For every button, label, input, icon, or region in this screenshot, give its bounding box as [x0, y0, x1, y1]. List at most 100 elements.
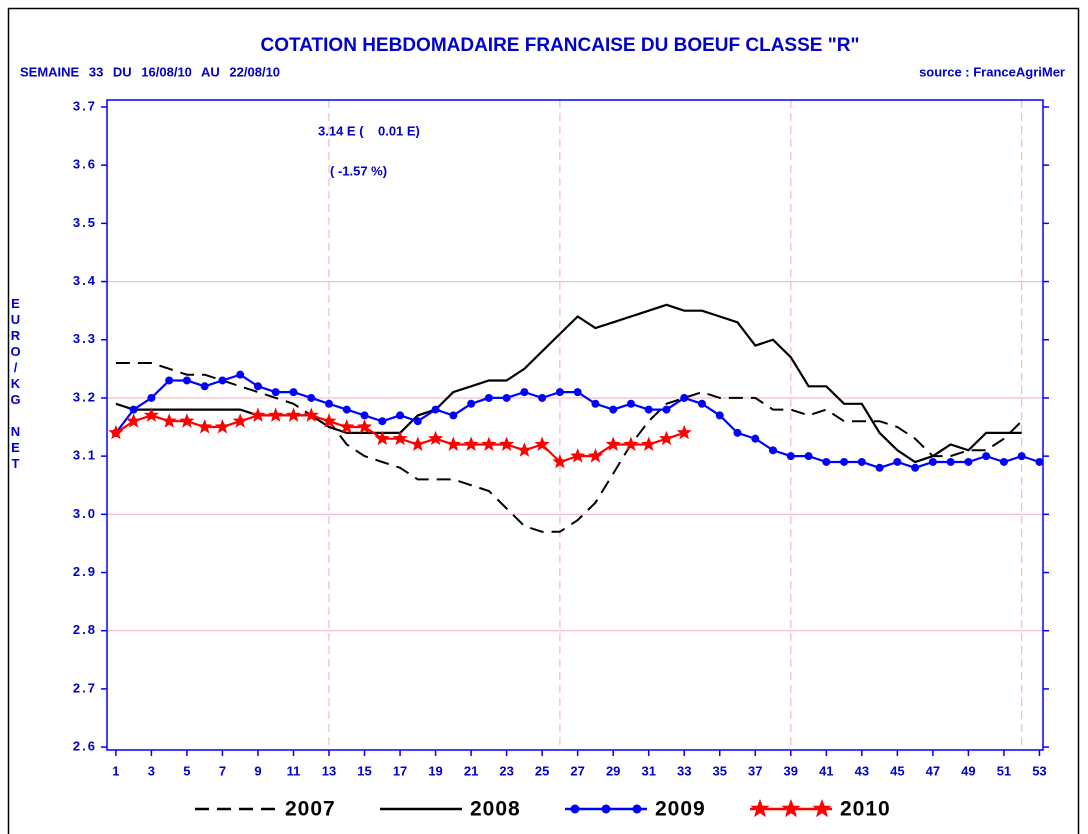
marker [143, 407, 159, 422]
x-tick-label: 17 [393, 763, 407, 778]
y-tick-label: 2.6 [73, 739, 97, 754]
series [111, 370, 1044, 472]
x-tick-label: 53 [1032, 763, 1046, 778]
marker [271, 388, 280, 397]
marker [999, 457, 1008, 466]
series [108, 407, 692, 469]
marker [893, 457, 902, 466]
x-tick-label: 33 [677, 763, 691, 778]
legend-marker [632, 804, 642, 814]
x-tick-label: 29 [606, 763, 620, 778]
marker [218, 376, 227, 385]
marker [680, 393, 689, 402]
marker [676, 424, 692, 440]
marker [232, 413, 248, 428]
x-tick-label: 37 [748, 763, 762, 778]
y-tick-label: 2.8 [73, 622, 97, 637]
marker [360, 411, 369, 420]
marker [662, 405, 671, 414]
x-tick-label: 15 [357, 763, 371, 778]
marker [928, 457, 937, 466]
legend-marker [781, 799, 801, 818]
marker [445, 436, 461, 451]
x-tick-label: 51 [997, 763, 1011, 778]
x-tick-label: 13 [322, 763, 336, 778]
outer-frame [7, 7, 1080, 834]
series [115, 362, 1023, 533]
marker [1017, 452, 1026, 461]
marker [325, 399, 334, 408]
marker [289, 388, 298, 397]
marker [982, 452, 991, 461]
x-tick-label: 21 [464, 763, 478, 778]
x-tick-label: 31 [641, 763, 655, 778]
marker [804, 452, 813, 461]
marker [875, 463, 884, 472]
marker [626, 399, 635, 408]
legend-label: 2010 [840, 798, 891, 821]
y-axis-label: EURO/KG NET [8, 296, 23, 472]
y-tick-label: 2.7 [73, 680, 97, 695]
marker [339, 419, 355, 434]
marker [126, 413, 142, 428]
x-tick-label: 35 [713, 763, 727, 778]
marker [129, 405, 138, 414]
x-tick-label: 39 [784, 763, 798, 778]
annotation: ( -1.57 %) [330, 163, 387, 178]
line [115, 362, 1023, 533]
marker [609, 405, 618, 414]
marker [449, 411, 458, 420]
x-tick-label: 49 [961, 763, 975, 778]
x-tick-label: 27 [570, 763, 584, 778]
marker [179, 413, 195, 428]
marker [822, 457, 831, 466]
marker [499, 436, 515, 451]
marker [467, 399, 476, 408]
marker [534, 436, 550, 451]
subtitle: SEMAINE 33 DU 16/08/10 AU 22/08/10 [20, 64, 280, 79]
y-tick-label: 3.6 [73, 157, 97, 172]
x-tick-label: 11 [287, 763, 301, 778]
marker [946, 457, 955, 466]
legend-marker [812, 799, 832, 818]
y-tick-label: 3.4 [73, 273, 97, 288]
x-tick-label: 3 [148, 763, 155, 778]
marker [484, 393, 493, 402]
y-tick-label: 3.7 [73, 98, 97, 113]
marker [658, 430, 675, 446]
marker [786, 452, 795, 461]
marker [378, 417, 387, 426]
marker [321, 413, 337, 428]
x-tick-label: 7 [219, 763, 226, 778]
marker [644, 405, 653, 414]
y-tick-label: 3.5 [73, 215, 97, 230]
marker [552, 454, 568, 469]
marker [307, 393, 316, 402]
marker [715, 411, 724, 420]
y-tick-label: 3.2 [73, 389, 97, 404]
legend-label: 2007 [285, 798, 336, 821]
marker [253, 382, 262, 391]
marker [538, 393, 547, 402]
marker [161, 413, 177, 428]
marker [587, 448, 603, 463]
marker [591, 399, 600, 408]
marker [463, 436, 479, 451]
chart-title: COTATION HEBDOMADAIRE FRANCAISE DU BOEUF… [261, 35, 860, 56]
marker [214, 419, 231, 434]
marker [356, 419, 373, 434]
marker [165, 376, 174, 385]
marker [623, 436, 639, 451]
marker [342, 405, 351, 414]
marker [396, 411, 405, 420]
legend-label: 2008 [470, 798, 521, 821]
x-tick-label: 25 [535, 763, 549, 778]
annotation: 3.14 E ( 0.01 E) [318, 123, 420, 138]
x-tick-label: 19 [428, 763, 442, 778]
marker [108, 424, 124, 440]
marker [374, 430, 390, 446]
marker [697, 399, 706, 408]
marker [964, 457, 973, 466]
marker [1035, 457, 1044, 466]
